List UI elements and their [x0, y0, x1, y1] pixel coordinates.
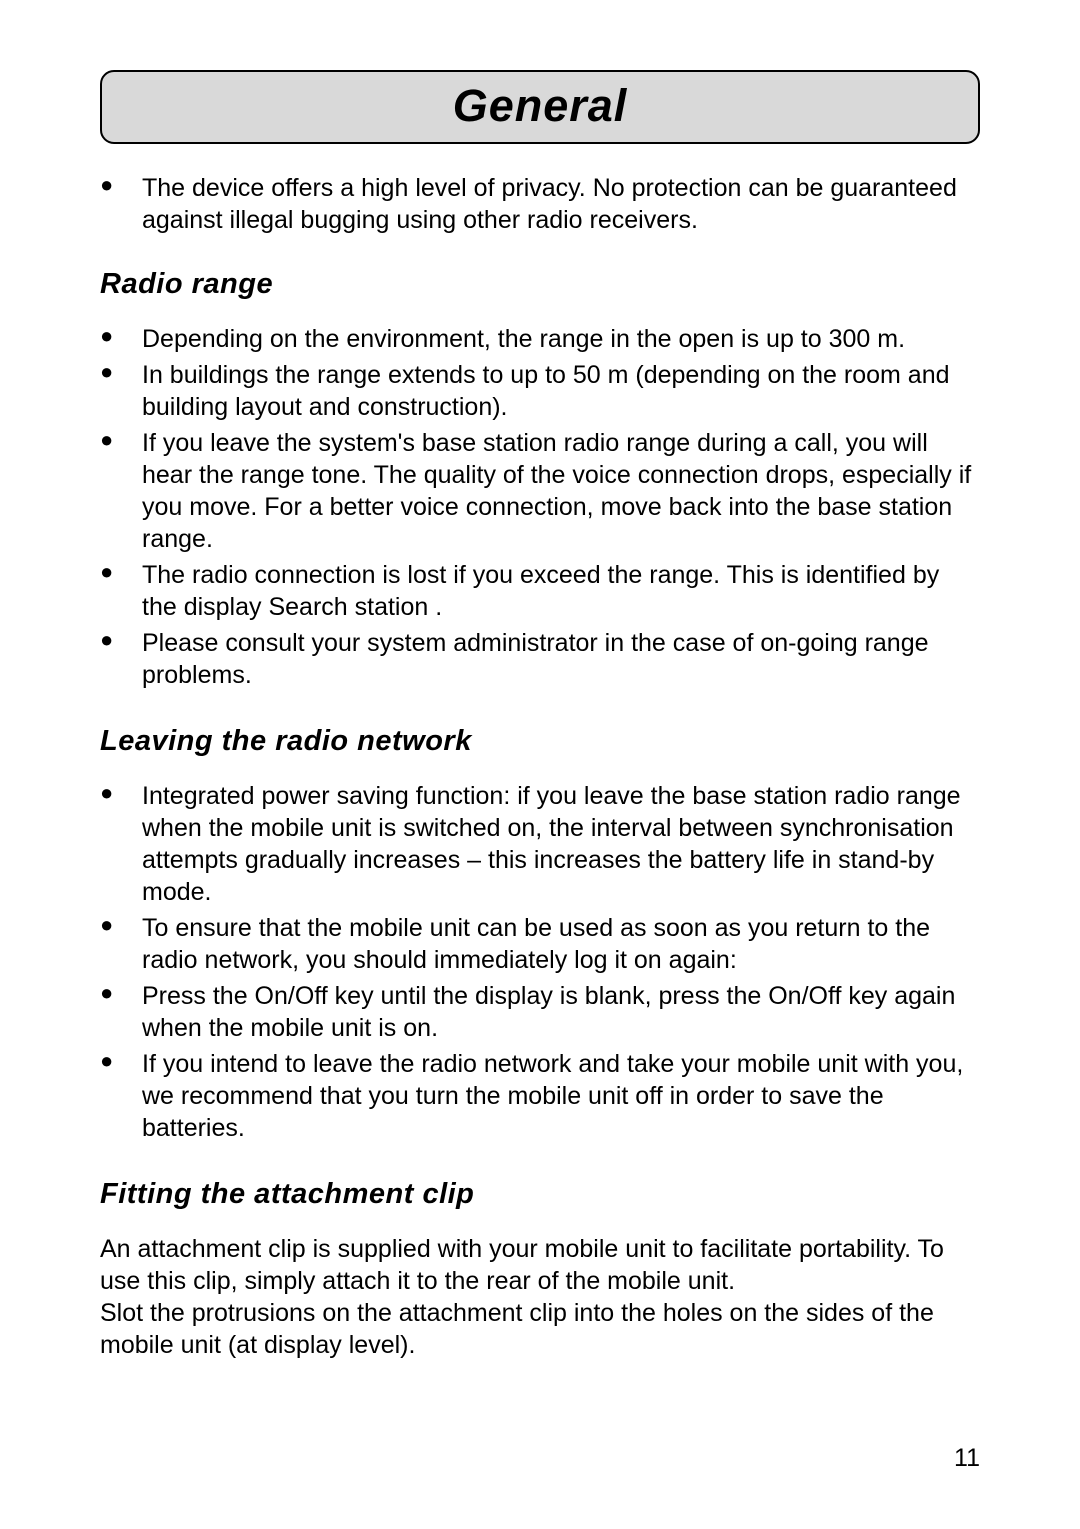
- bullet-list: Integrated power saving function: if you…: [100, 780, 980, 1144]
- section-radio-range: Radio range Depending on the environment…: [100, 268, 980, 691]
- list-item: The radio connection is lost if you exce…: [100, 559, 980, 623]
- section-fitting-attachment-clip: Fitting the attachment clip An attachmen…: [100, 1178, 980, 1361]
- page-number: 11: [954, 1444, 980, 1473]
- list-item: To ensure that the mobile unit can be us…: [100, 912, 980, 976]
- bullet-list: Depending on the environment, the range …: [100, 323, 980, 691]
- list-item: If you intend to leave the radio network…: [100, 1048, 980, 1144]
- list-item: Press the On/Off key until the display i…: [100, 980, 980, 1044]
- list-item: In buildings the range extends to up to …: [100, 359, 980, 423]
- page-title-box: General: [100, 70, 980, 144]
- list-item: The device offers a high level of privac…: [100, 172, 980, 236]
- list-item: Integrated power saving function: if you…: [100, 780, 980, 908]
- list-item: Please consult your system administrator…: [100, 627, 980, 691]
- section-leaving-radio-network: Leaving the radio network Integrated pow…: [100, 725, 980, 1144]
- section-heading: Leaving the radio network: [100, 725, 980, 758]
- page-title: General: [102, 80, 978, 132]
- section-heading: Fitting the attachment clip: [100, 1178, 980, 1211]
- body-paragraph: An attachment clip is supplied with your…: [100, 1233, 980, 1361]
- list-item: Depending on the environment, the range …: [100, 323, 980, 355]
- intro-bullet-list: The device offers a high level of privac…: [100, 172, 980, 236]
- list-item: If you leave the system's base station r…: [100, 427, 980, 555]
- section-heading: Radio range: [100, 268, 980, 301]
